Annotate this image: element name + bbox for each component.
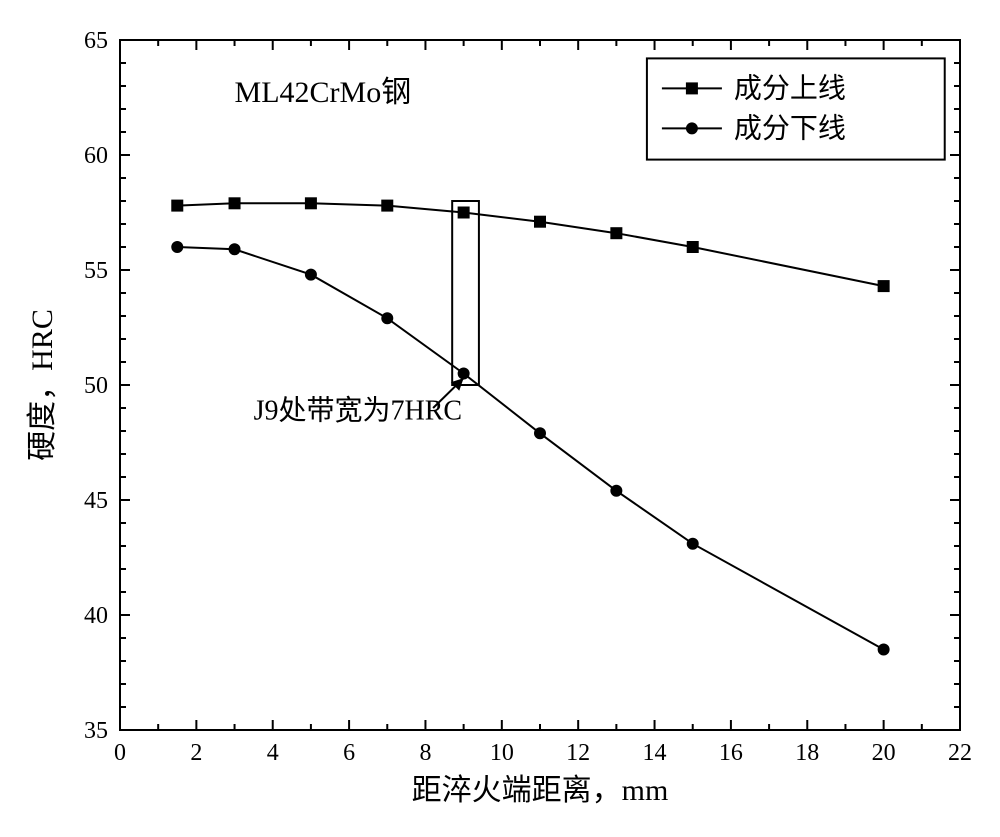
marker-circle <box>382 313 393 324</box>
y-tick-label: 45 <box>84 488 108 514</box>
y-tick-label: 40 <box>84 603 108 629</box>
marker-circle <box>878 644 889 655</box>
marker-circle <box>229 244 240 255</box>
y-tick-label: 65 <box>84 28 108 54</box>
y-tick-label: 60 <box>84 143 108 169</box>
marker-square <box>878 281 889 292</box>
x-tick-label: 2 <box>190 740 202 766</box>
y-tick-label: 50 <box>84 373 108 399</box>
y-axis-title: 硬度，HRC <box>26 309 59 461</box>
x-axis-title: 距淬火端距离，mm <box>412 774 669 807</box>
x-tick-label: 14 <box>643 740 667 766</box>
x-tick-label: 4 <box>267 740 279 766</box>
marker-square <box>687 242 698 253</box>
marker-square <box>172 200 183 211</box>
series-line-1 <box>177 247 883 650</box>
chart-title: ML42CrMo钢 <box>235 76 412 109</box>
series-line-0 <box>177 203 883 286</box>
y-tick-label: 55 <box>84 258 108 284</box>
x-tick-label: 16 <box>719 740 743 766</box>
x-tick-label: 10 <box>490 740 514 766</box>
annotation-text: J9处带宽为7HRC <box>254 395 462 427</box>
annotation-box <box>452 201 479 385</box>
marker-square <box>229 198 240 209</box>
marker-circle <box>611 485 622 496</box>
marker-square <box>382 200 393 211</box>
marker-circle <box>172 242 183 253</box>
x-tick-label: 8 <box>419 740 431 766</box>
chart-svg: 0 2 4 6 8 10 12 14 16 18 20 22 35 40 45 50 55 60 65 距淬火端距离，… <box>0 0 1000 837</box>
x-tick-label: 18 <box>795 740 819 766</box>
marker-circle <box>535 428 546 439</box>
chart-container: 0 2 4 6 8 10 12 14 16 18 20 22 35 40 45 50 55 60 65 距淬火端距离，… <box>0 0 1000 837</box>
legend-marker-square <box>686 83 697 94</box>
x-tick-label: 12 <box>566 740 590 766</box>
marker-circle <box>458 368 469 379</box>
x-tick-label: 6 <box>343 740 355 766</box>
marker-square <box>458 207 469 218</box>
legend-marker-circle <box>686 123 697 134</box>
marker-square <box>611 228 622 239</box>
x-tick-label: 0 <box>114 740 126 766</box>
x-tick-label: 22 <box>948 740 972 766</box>
marker-circle <box>305 269 316 280</box>
y-tick-label: 35 <box>84 718 108 744</box>
legend-label: 成分上线 <box>734 72 846 104</box>
legend-label: 成分下线 <box>734 112 846 144</box>
marker-square <box>535 216 546 227</box>
marker-circle <box>687 538 698 549</box>
marker-square <box>305 198 316 209</box>
x-tick-label: 20 <box>872 740 896 766</box>
